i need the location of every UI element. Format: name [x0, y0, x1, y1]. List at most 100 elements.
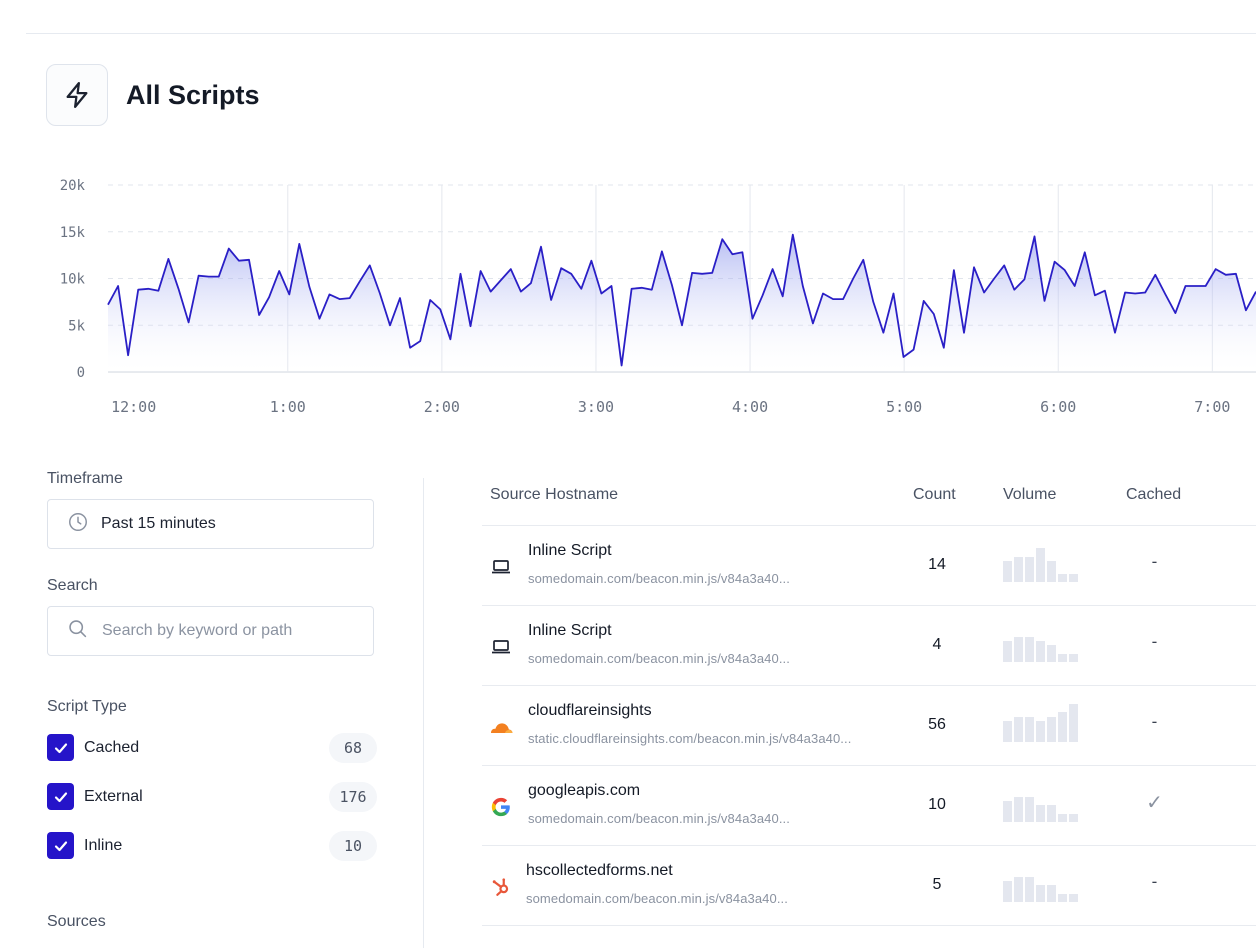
volume-bar: [1036, 805, 1045, 822]
series-area: [108, 234, 1256, 372]
cached-status: -: [1151, 632, 1158, 651]
chart-canvas: 0 5k 10k 15k 20k 12:00 1:00 2:00 3:00 4:00 5:00 6:0…: [60, 178, 1256, 416]
script-type-label: Script Type: [47, 698, 127, 715]
option-count: 68: [329, 732, 377, 763]
volume-bar: [1058, 893, 1067, 902]
volume-sparkbars: [1003, 628, 1083, 662]
volume-bar: [1025, 796, 1034, 822]
lightning-bolt-icon: [46, 64, 108, 126]
filter-panel: Timeframe Past 15 minutes Search Script …: [47, 470, 377, 930]
checkbox-checked-icon[interactable]: [47, 734, 74, 761]
volume-bar: [1025, 716, 1034, 742]
table-row[interactable]: hscollectedforms.net somedomain.com/beac…: [482, 846, 1256, 926]
cached-check-icon: ✓: [1146, 792, 1163, 814]
volume-bar: [1036, 640, 1045, 662]
source-path: somedomain.com/beacon.min.js/v84a3a40...: [528, 811, 790, 826]
checkbox-checked-icon[interactable]: [47, 783, 74, 810]
search-input[interactable]: [100, 621, 364, 641]
volume-sparkbars: [1003, 868, 1083, 902]
table-header: Source Hostname Count Volume Cached: [482, 470, 1256, 526]
hubspot-icon: [488, 875, 514, 899]
table-row[interactable]: cloudflareinsights static.cloudflareinsi…: [482, 686, 1256, 766]
column-header-count[interactable]: Count: [913, 486, 956, 503]
source-name: hscollectedforms.net: [526, 862, 673, 879]
volume-bar: [1047, 805, 1056, 822]
volume-sparkbars: [1003, 788, 1083, 822]
cached-status: -: [1151, 712, 1158, 731]
y-tick-label: 5k: [68, 318, 85, 334]
volume-bar: [1003, 720, 1012, 742]
timeframe-value: Past 15 minutes: [101, 515, 216, 532]
volume-bar: [1069, 704, 1078, 742]
laptop-icon: [488, 555, 514, 579]
script-type-option-external[interactable]: External 176: [47, 772, 377, 821]
y-tick-label: 15k: [60, 225, 86, 241]
volume-sparkbars: [1003, 548, 1083, 582]
volume-bar: [1003, 560, 1012, 582]
volume-bar: [1047, 716, 1056, 742]
volume-bar: [1036, 885, 1045, 902]
x-tick-label: 7:00: [1194, 398, 1230, 416]
cached-status: -: [1151, 872, 1158, 891]
timeframe-select[interactable]: Past 15 minutes: [47, 499, 374, 549]
volume-bar: [1047, 560, 1056, 582]
top-divider: [26, 33, 1256, 34]
volume-bar: [1058, 813, 1067, 822]
source-path: somedomain.com/beacon.min.js/v84a3a40...: [526, 891, 788, 906]
volume-bar: [1069, 893, 1078, 902]
volume-bar: [1014, 796, 1023, 822]
option-count: 10: [329, 830, 377, 861]
page-title: All Scripts: [126, 79, 260, 110]
volume-bar: [1036, 548, 1045, 582]
volume-bar: [1025, 876, 1034, 902]
volume-bar: [1003, 640, 1012, 662]
column-header-volume[interactable]: Volume: [1003, 486, 1057, 503]
laptop-icon: [488, 635, 514, 659]
source-name: cloudflareinsights: [528, 702, 652, 719]
sources-label: Sources: [47, 913, 106, 930]
script-type-option-cached[interactable]: Cached 68: [47, 723, 377, 772]
option-label: Inline: [84, 836, 123, 854]
volume-bar: [1014, 876, 1023, 902]
panel-divider: [423, 478, 424, 948]
y-tick-label: 10k: [60, 272, 86, 288]
row-count: 4: [932, 636, 942, 653]
option-label: Cached: [84, 738, 140, 756]
volume-bar: [1003, 880, 1012, 902]
y-tick-label: 20k: [60, 178, 86, 194]
table-row[interactable]: Inline Script somedomain.com/beacon.min.…: [482, 526, 1256, 606]
volume-bar: [1014, 556, 1023, 582]
series-line: [107, 233, 1256, 367]
timeframe-label: Timeframe: [47, 470, 123, 487]
cached-status: -: [1151, 552, 1158, 571]
table-row[interactable]: Inline Script somedomain.com/beacon.min.…: [482, 606, 1256, 686]
x-tick-label: 3:00: [578, 398, 614, 416]
volume-bar: [1025, 556, 1034, 582]
volume-bar: [1025, 636, 1034, 662]
volume-sparkbars: [1003, 704, 1083, 742]
row-count: 5: [932, 876, 942, 893]
volume-bar: [1036, 720, 1045, 742]
table-row[interactable]: googleapis.com somedomain.com/beacon.min…: [482, 766, 1256, 846]
google-icon: [488, 795, 514, 819]
option-label: External: [84, 787, 143, 805]
x-tick-label: 12:00: [111, 398, 156, 416]
search-field: [47, 606, 374, 656]
volume-bar: [1003, 800, 1012, 822]
scripts-table: Source Hostname Count Volume Cached Inli…: [482, 470, 1256, 926]
script-type-option-inline[interactable]: Inline 10: [47, 821, 377, 870]
checkbox-checked-icon[interactable]: [47, 832, 74, 859]
cloudflare-icon: [488, 715, 514, 739]
search-icon: [67, 618, 88, 644]
column-header-source[interactable]: Source Hostname: [490, 486, 619, 503]
source-name: Inline Script: [528, 542, 612, 559]
volume-bar: [1069, 813, 1078, 822]
row-count: 14: [928, 556, 946, 573]
column-header-cached[interactable]: Cached: [1126, 486, 1182, 503]
row-count: 56: [928, 716, 946, 733]
volume-bar: [1047, 885, 1056, 902]
search-label: Search: [47, 577, 98, 594]
y-tick-label: 0: [77, 365, 85, 381]
row-count: 10: [928, 796, 946, 813]
